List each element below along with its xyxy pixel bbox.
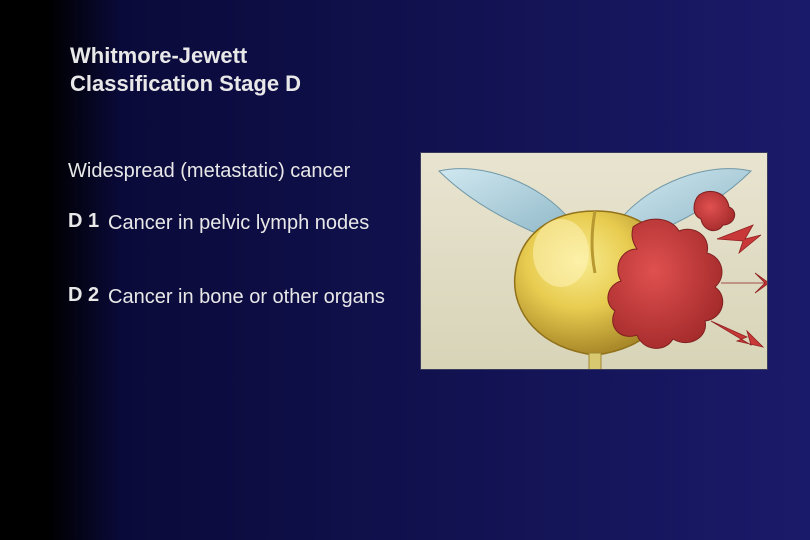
item-text: Cancer in bone or other organs [108, 284, 385, 310]
spread-arrows-icon [711, 225, 768, 347]
item-text: Cancer in pelvic lymph nodes [108, 210, 369, 236]
title-line-1: Whitmore-Jewett [70, 43, 247, 68]
item-label: D 1 [68, 210, 108, 233]
list-item: D 2 Cancer in bone or other organs [68, 284, 388, 310]
item-label: D 2 [68, 284, 108, 307]
title-line-2: Classification Stage D [70, 71, 301, 96]
list-item: D 1 Cancer in pelvic lymph nodes [68, 210, 388, 236]
cancer-fragment-icon [694, 191, 735, 230]
anatomy-figure [420, 152, 768, 370]
slide-title: Whitmore-Jewett Classification Stage D [70, 42, 301, 97]
slide-subtitle: Widespread (metastatic) cancer [68, 160, 350, 183]
